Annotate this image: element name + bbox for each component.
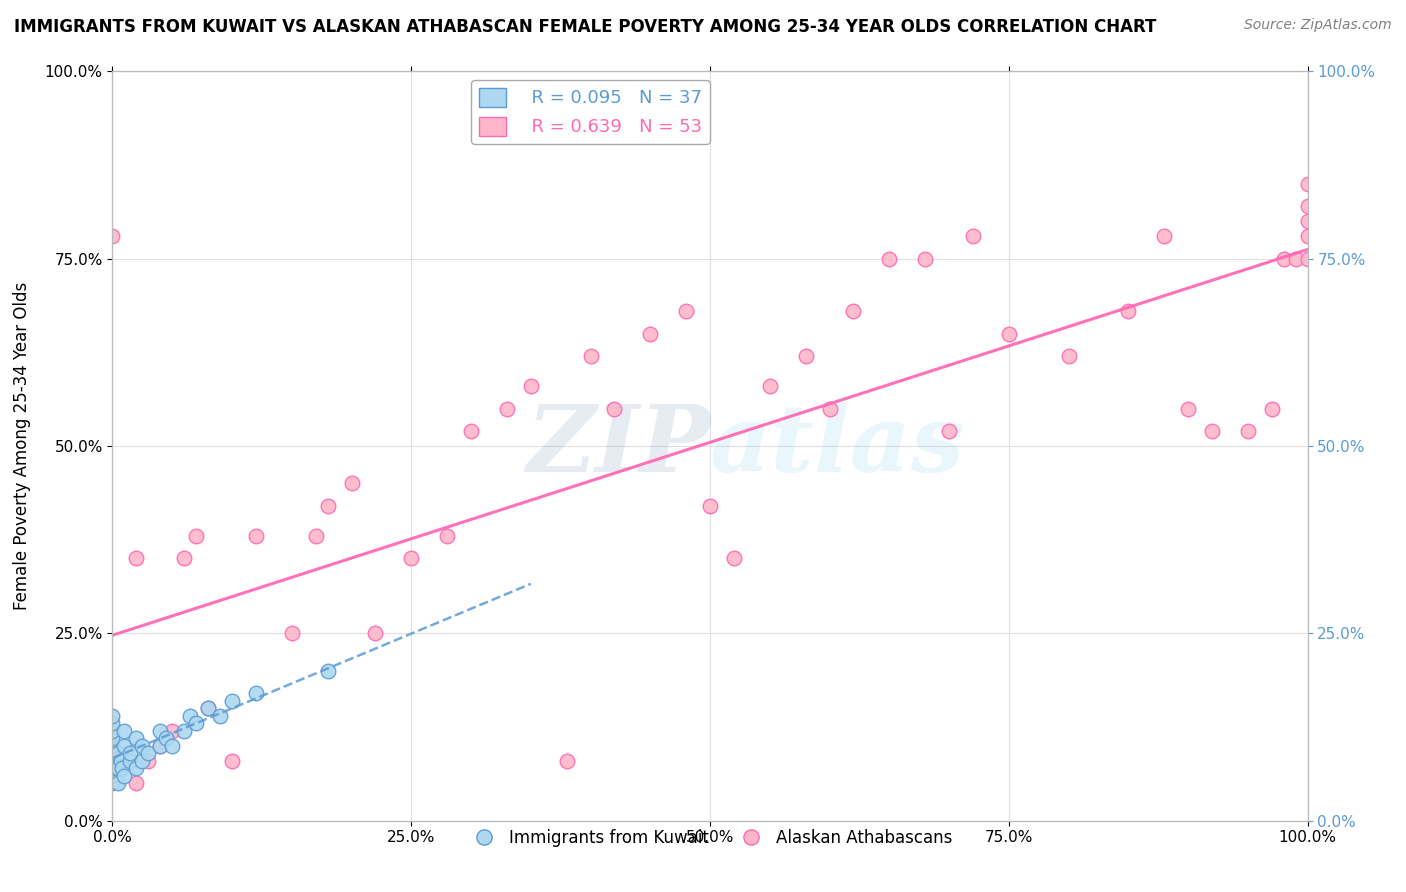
Point bbox=[138, 754, 160, 768]
Point bbox=[114, 769, 135, 783]
Point bbox=[675, 304, 697, 318]
Point bbox=[101, 723, 124, 738]
Point bbox=[131, 754, 153, 768]
Point bbox=[197, 701, 219, 715]
Point bbox=[520, 379, 543, 393]
Point bbox=[173, 723, 195, 738]
Point bbox=[794, 349, 817, 363]
Point bbox=[723, 551, 745, 566]
Point bbox=[209, 708, 232, 723]
Point bbox=[111, 761, 134, 775]
Point bbox=[496, 401, 519, 416]
Point bbox=[1272, 252, 1295, 266]
Text: atlas: atlas bbox=[710, 401, 966, 491]
Point bbox=[107, 761, 129, 775]
Point bbox=[221, 754, 243, 768]
Point bbox=[125, 731, 148, 746]
Point bbox=[759, 379, 782, 393]
Point bbox=[125, 551, 148, 566]
Point bbox=[186, 716, 208, 731]
Point bbox=[186, 529, 208, 543]
Point bbox=[131, 739, 153, 753]
Point bbox=[1285, 252, 1308, 266]
Point bbox=[364, 626, 387, 640]
Point bbox=[1261, 401, 1284, 416]
Point bbox=[101, 739, 124, 753]
Text: IMMIGRANTS FROM KUWAIT VS ALASKAN ATHABASCAN FEMALE POVERTY AMONG 25-34 YEAR OLD: IMMIGRANTS FROM KUWAIT VS ALASKAN ATHABA… bbox=[14, 18, 1156, 36]
Point bbox=[555, 754, 578, 768]
Point bbox=[125, 761, 148, 775]
Point bbox=[149, 723, 172, 738]
Point bbox=[818, 401, 841, 416]
Point bbox=[107, 746, 129, 760]
Point bbox=[305, 529, 328, 543]
Point bbox=[699, 499, 721, 513]
Point bbox=[316, 499, 339, 513]
Point bbox=[1237, 424, 1260, 438]
Point bbox=[640, 326, 662, 341]
Point bbox=[138, 746, 160, 760]
Point bbox=[101, 769, 124, 783]
Point bbox=[1057, 349, 1080, 363]
Point bbox=[101, 229, 124, 244]
Point bbox=[114, 739, 135, 753]
Point bbox=[162, 739, 183, 753]
Point bbox=[914, 252, 936, 266]
Point bbox=[162, 723, 183, 738]
Point bbox=[938, 424, 960, 438]
Point bbox=[101, 754, 124, 768]
Point bbox=[221, 694, 243, 708]
Point bbox=[101, 776, 124, 790]
Point bbox=[101, 761, 124, 775]
Point bbox=[101, 708, 124, 723]
Point bbox=[401, 551, 423, 566]
Text: ZIP: ZIP bbox=[526, 401, 710, 491]
Point bbox=[149, 739, 172, 753]
Point bbox=[245, 529, 267, 543]
Point bbox=[114, 723, 135, 738]
Point bbox=[125, 776, 148, 790]
Point bbox=[149, 739, 172, 753]
Point bbox=[110, 754, 132, 768]
Point bbox=[842, 304, 865, 318]
Point bbox=[1201, 424, 1223, 438]
Point bbox=[1296, 199, 1319, 213]
Point bbox=[101, 739, 124, 753]
Point bbox=[120, 754, 142, 768]
Point bbox=[101, 716, 124, 731]
Y-axis label: Female Poverty Among 25-34 Year Olds: Female Poverty Among 25-34 Year Olds bbox=[13, 282, 31, 610]
Point bbox=[101, 723, 124, 738]
Point bbox=[1296, 229, 1319, 244]
Point bbox=[1296, 214, 1319, 228]
Point bbox=[1177, 401, 1199, 416]
Point bbox=[603, 401, 626, 416]
Legend: Immigrants from Kuwait, Alaskan Athabascans: Immigrants from Kuwait, Alaskan Athabasc… bbox=[461, 822, 959, 854]
Point bbox=[281, 626, 304, 640]
Point bbox=[460, 424, 482, 438]
Point bbox=[316, 664, 339, 678]
Point bbox=[1118, 304, 1140, 318]
Point bbox=[579, 349, 602, 363]
Point bbox=[245, 686, 267, 700]
Point bbox=[1153, 229, 1175, 244]
Point bbox=[1296, 252, 1319, 266]
Point bbox=[120, 746, 142, 760]
Point bbox=[436, 529, 458, 543]
Point bbox=[101, 731, 124, 746]
Point bbox=[1296, 177, 1319, 191]
Point bbox=[197, 701, 219, 715]
Point bbox=[155, 731, 177, 746]
Point bbox=[179, 708, 201, 723]
Point bbox=[107, 776, 129, 790]
Text: Source: ZipAtlas.com: Source: ZipAtlas.com bbox=[1244, 18, 1392, 32]
Point bbox=[340, 476, 363, 491]
Point bbox=[962, 229, 984, 244]
Point bbox=[998, 326, 1021, 341]
Point bbox=[173, 551, 195, 566]
Point bbox=[101, 746, 124, 760]
Point bbox=[879, 252, 901, 266]
